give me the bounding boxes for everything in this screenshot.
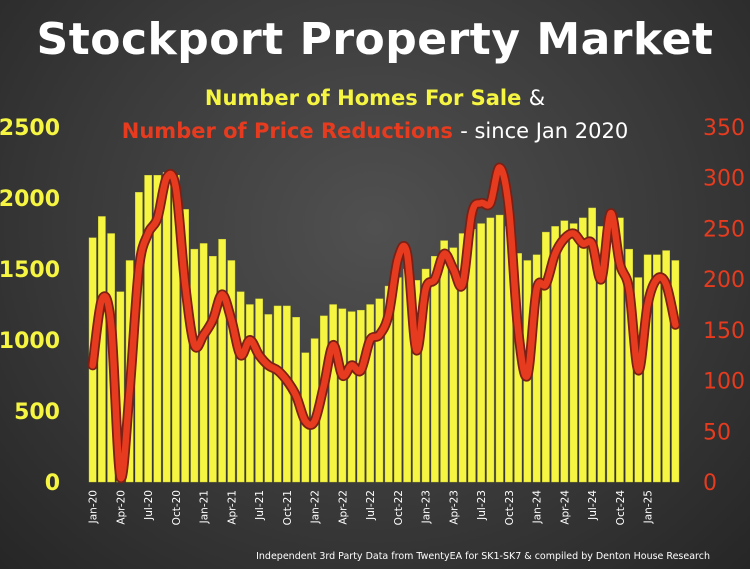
x-tick-label: Jan-20: [88, 490, 100, 524]
bar-May-24: [569, 223, 578, 483]
bar-Aug-21: [264, 314, 273, 483]
x-tick-label: Jan-23: [421, 490, 433, 524]
bar-Jun-24: [579, 217, 587, 483]
x-tick-label: Jul-22: [365, 490, 377, 521]
left-tick-label: 0: [45, 471, 60, 496]
bar-Jul-22: [366, 304, 374, 483]
subtitle-line-1: Number of Homes For Sale &: [0, 86, 750, 110]
bar-Jul-24: [588, 207, 596, 483]
bar-Sep-24: [606, 237, 615, 483]
bar-Apr-21: [227, 260, 236, 483]
bar-Jul-20: [144, 175, 152, 483]
left-tick-label: 2000: [0, 187, 60, 212]
bar-Feb-24: [542, 231, 550, 483]
bar-Aug-20: [153, 175, 162, 483]
x-tick-label: Jan-22: [310, 490, 322, 524]
bar-Aug-23: [486, 217, 495, 483]
left-tick-label: 1500: [0, 258, 60, 283]
bar-Apr-23: [449, 247, 458, 483]
right-tick-label: 0: [703, 471, 717, 496]
right-tick-label: 200: [703, 268, 745, 293]
x-tick-label: Apr-23: [448, 490, 460, 525]
right-tick-label: 250: [703, 217, 745, 242]
bar-Dec-24: [634, 277, 643, 483]
line-series: [87, 162, 681, 484]
bar-Feb-23: [431, 256, 439, 483]
subtitle-ampersand: &: [528, 86, 546, 110]
x-tick-label: Jul-23: [476, 490, 488, 521]
x-tick-label: Apr-24: [559, 490, 571, 525]
left-tick-label: 500: [14, 400, 60, 425]
subtitle-line-2: Number of Price Reductions - since Jan 2…: [0, 119, 750, 143]
right-axis: 0 50 100 150 200 250 300 350: [703, 116, 745, 496]
bar-Mar-25: [662, 250, 670, 483]
bar-Oct-22: [394, 277, 402, 483]
x-tick-label: Oct-24: [615, 490, 627, 526]
bar-Oct-21: [283, 305, 291, 483]
price-reductions-line: [89, 164, 679, 482]
bar-May-21: [236, 291, 245, 483]
x-axis: Jan-20 Apr-20 Jul-20 Oct-20 Jan-21 Apr-21 Jul-…: [88, 490, 655, 526]
subtitle-homes-for-sale: Number of Homes For Sale: [204, 86, 522, 110]
bar-Jan-21: [199, 243, 208, 483]
x-tick-label: Jul-24: [587, 490, 599, 521]
bar-Apr-22: [338, 308, 347, 483]
x-tick-label: Jul-20: [143, 490, 155, 521]
subtitle-price-reductions: Number of Price Reductions: [121, 119, 453, 143]
x-tick-label: Oct-21: [282, 490, 294, 525]
bar-Nov-20: [181, 209, 189, 483]
x-tick-label: Apr-22: [337, 490, 349, 525]
bar-Apr-25: [671, 260, 680, 483]
x-tick-label: Oct-20: [171, 490, 183, 525]
bar-Feb-25: [653, 254, 661, 483]
x-tick-label: Jul-21: [254, 490, 266, 521]
bar-Feb-21: [209, 256, 217, 483]
bar-Oct-24: [616, 217, 624, 483]
right-tick-label: 150: [703, 319, 745, 344]
bar-Aug-22: [375, 298, 384, 483]
bar-May-22: [347, 311, 356, 483]
bar-Apr-24: [560, 220, 569, 483]
right-tick-label: 50: [703, 420, 731, 445]
chart-title: Stockport Property Market: [36, 14, 714, 65]
right-tick-label: 100: [703, 370, 745, 395]
bar-Mar-24: [551, 226, 559, 483]
bar-May-23: [458, 233, 467, 483]
bar-Dec-20: [190, 248, 199, 483]
bar-Mar-23: [440, 240, 448, 483]
bar-Sep-21: [273, 305, 282, 483]
left-tick-label: 2500: [0, 116, 60, 141]
x-tick-label: Apr-20: [115, 490, 127, 525]
x-tick-label: Jan-21: [199, 490, 211, 524]
x-tick-label: Jan-25: [643, 490, 655, 524]
x-tick-label: Oct-22: [393, 490, 405, 525]
bar-Jun-22: [357, 309, 365, 483]
footer-source-note: Independent 3rd Party Data from TwentyEA…: [256, 551, 710, 562]
right-tick-label: 300: [703, 167, 745, 192]
bar-Mar-22: [329, 304, 337, 483]
bar-Sep-20: [162, 172, 171, 483]
bar-Jun-21: [246, 304, 254, 483]
bar-Jan-23: [421, 268, 430, 483]
bar-Aug-24: [597, 226, 606, 483]
bar-Jul-23: [477, 223, 485, 483]
x-tick-label: Jan-24: [532, 490, 544, 525]
left-tick-label: 1000: [0, 329, 60, 354]
bar-Sep-23: [495, 214, 504, 483]
right-tick-label: 350: [703, 116, 745, 141]
bar-Dec-22: [412, 280, 421, 483]
bar-Mar-21: [218, 238, 226, 483]
left-axis: 0 500 1000 1500 2000 2500: [0, 116, 60, 496]
x-tick-label: Oct-23: [504, 490, 516, 525]
subtitle-suffix: - since Jan 2020: [460, 119, 629, 143]
bar-Jul-21: [255, 298, 263, 483]
x-tick-label: Apr-21: [226, 490, 238, 525]
